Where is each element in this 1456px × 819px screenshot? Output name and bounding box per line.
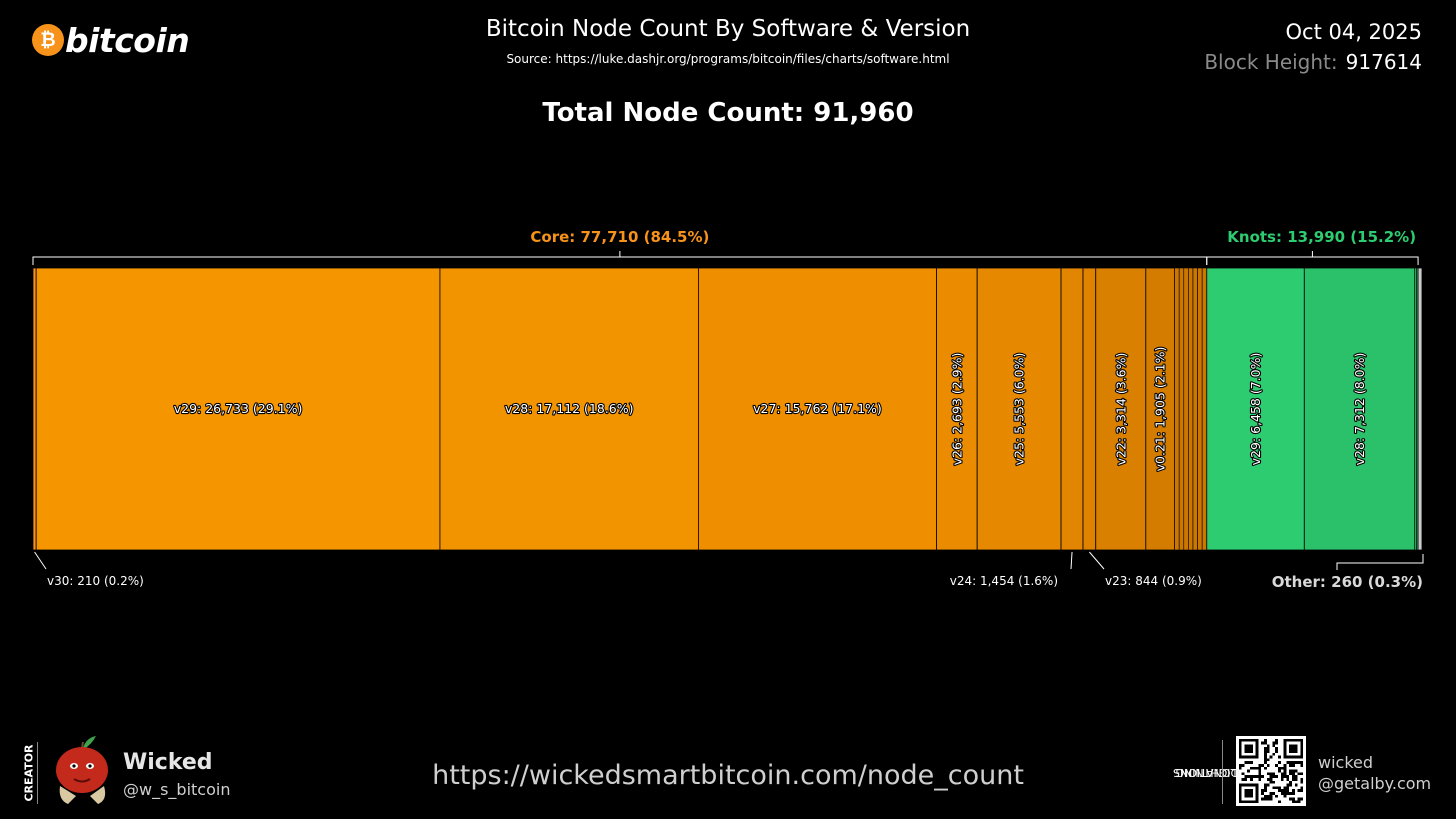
outside-label-core-v24: v24: 1,454 (1.6%) [950, 574, 1058, 588]
segment-label-core-v27: v27: 15,762 (17.1%) [753, 401, 882, 416]
bar-segment-core-v25 [976, 267, 1062, 551]
bar-segment-knots-v29 [1206, 267, 1305, 551]
segment-label-knots-v28: v28: 7,312 (8.0%) [1352, 353, 1367, 466]
bar-segment-core-v0-21 [1145, 267, 1175, 551]
group-bracket-knots [1206, 256, 1419, 265]
segment-label-core-v25: v25: 5,553 (6.0%) [1012, 353, 1027, 466]
chart-title: Bitcoin Node Count By Software & Version [485, 16, 971, 42]
bar-segment-core-v24 [1060, 267, 1084, 551]
bar-segment-knots-v28 [1303, 267, 1416, 551]
bar-segment-core-older-6 [1197, 267, 1203, 551]
other-bracket [1336, 554, 1424, 570]
creator-name: Wicked [123, 750, 213, 775]
segment-label-core-v28: v28: 17,112 (18.6%) [505, 401, 634, 416]
creator-handle: @w_s_bitcoin [123, 780, 231, 799]
block-height: Block Height: 917614 [1204, 50, 1422, 74]
leader-line-core-v30 [34, 551, 47, 570]
segment-label-core-v22: v22: 3,314 (3.6%) [1113, 353, 1128, 466]
bar-segment-other-other [1417, 267, 1423, 551]
leader-line-core-v24 [1070, 551, 1073, 570]
bar-segment-core-v27 [698, 267, 937, 551]
lightning-divider [1222, 740, 1223, 804]
other-label: Other: 260 (0.3%) [1272, 573, 1423, 591]
bar-segment-core-older-4 [1188, 267, 1194, 551]
snapshot-date: Oct 04, 2025 [1285, 20, 1423, 44]
bar-segment-core-v28 [439, 267, 699, 551]
group-bracket-core [32, 256, 1208, 265]
segment-label-core-v29: v29: 26,733 (29.1%) [174, 401, 303, 416]
lightning-host: @getalby.com [1318, 774, 1432, 793]
creator-divider [37, 742, 38, 804]
bar-segment-core-v30 [32, 267, 37, 551]
lightning-user: wicked [1318, 753, 1374, 772]
lightning-donations-tag: LIGHTNING DONATIONS [1173, 766, 1239, 779]
bar-segment-core-older-2 [1178, 267, 1185, 551]
bar-segment-core-older-7 [1201, 267, 1208, 551]
bitcoin-wordmark: bitcoin [65, 20, 190, 60]
leader-line-core-v23 [1089, 551, 1105, 570]
bar-segment-core-v22 [1095, 267, 1147, 551]
outside-label-core-v30: v30: 210 (0.2%) [47, 574, 144, 588]
segment-label-core-v26: v26: 2,693 (2.9%) [949, 353, 964, 466]
outside-label-core-v23: v23: 844 (0.9%) [1105, 574, 1202, 588]
bar-segment-core-older-1 [1174, 267, 1180, 551]
apple-face-avatar-icon [56, 736, 108, 804]
segment-label-knots-v29: v29: 6,458 (7.0%) [1248, 353, 1263, 466]
bitcoin-coin-icon: ₿ [32, 24, 64, 56]
bitcoin-logo: ₿ bitcoin [32, 20, 190, 60]
bar-segment-core-older-5 [1192, 267, 1198, 551]
bar-segment-core-v29 [35, 267, 441, 551]
bar-segment-core-older-3 [1183, 267, 1189, 551]
chart-source: Source: https://luke.dashjr.org/programs… [506, 52, 950, 66]
total-node-count: Total Node Count: 91,960 [542, 98, 914, 128]
qr-code-icon[interactable] [1236, 736, 1306, 806]
bar-segment-core-v26 [936, 267, 978, 551]
block-height-label: Block Height: [1204, 50, 1338, 74]
segment-label-core-v0-21: v0.21: 1,905 (2.1%) [1153, 347, 1168, 472]
bar-segment-core-v23 [1082, 267, 1097, 551]
site-url-link[interactable]: https://wickedsmartbitcoin.com/node_coun… [432, 760, 1024, 791]
group-label-core: Core: 77,710 (84.5%) [530, 228, 709, 246]
block-height-value: 917614 [1345, 50, 1422, 74]
group-label-knots: Knots: 13,990 (15.2%) [1227, 228, 1416, 246]
